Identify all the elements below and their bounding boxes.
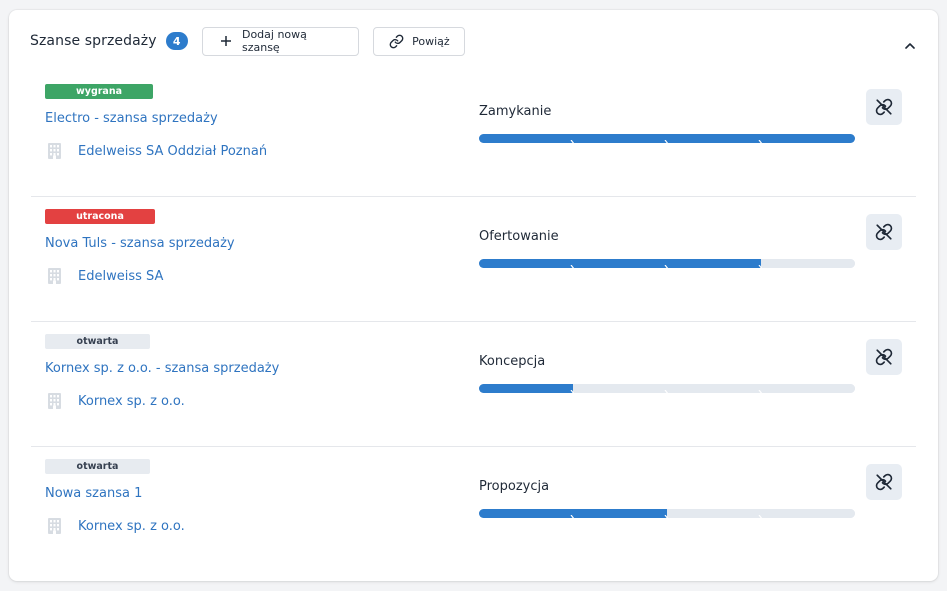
building-icon: [47, 267, 62, 285]
opportunity-name-link[interactable]: Electro - szansa sprzedaży: [45, 111, 218, 126]
opportunity-row: utracona Nova Tuls - szansa sprzedaży Edel…: [31, 197, 916, 322]
status-badge: otwarta: [45, 459, 150, 474]
stage-segment: [479, 259, 575, 268]
unlink-button[interactable]: [866, 339, 902, 375]
stage-segment: [573, 259, 669, 268]
building-icon: [47, 142, 62, 160]
stage-segment: [573, 134, 669, 143]
card-title: Szanse sprzedaży: [30, 33, 157, 49]
company-link[interactable]: Edelweiss SA Oddział Poznań: [47, 142, 267, 160]
company-link[interactable]: Kornex sp. z o.o.: [47, 517, 185, 535]
stage-label: Ofertowanie: [479, 229, 559, 244]
opportunity-name-link[interactable]: Nova Tuls - szansa sprzedaży: [45, 236, 235, 251]
company-link[interactable]: Kornex sp. z o.o.: [47, 392, 185, 410]
company-name: Edelweiss SA: [78, 268, 164, 284]
collapse-button[interactable]: [902, 37, 918, 53]
status-badge: otwarta: [45, 334, 150, 349]
company-link[interactable]: Edelweiss SA: [47, 267, 163, 285]
stage-progress-bar: [479, 134, 855, 143]
stage-progress-bar: [479, 384, 855, 393]
stage-segment: [667, 509, 763, 518]
company-name: Kornex sp. z o.o.: [78, 393, 185, 409]
opportunities-card: Szanse sprzedaży 4 Dodaj nową szansę Pow…: [9, 10, 938, 581]
unlink-icon: [875, 348, 893, 366]
stage-segment: [479, 384, 575, 393]
status-badge: utracona: [45, 209, 155, 224]
stage-segment: [479, 509, 575, 518]
link-icon: [389, 33, 404, 49]
stage-segment: [573, 384, 669, 393]
stage-label: Propozycja: [479, 479, 550, 494]
stage-progress-bar: [479, 509, 855, 518]
building-icon: [47, 392, 62, 410]
link-opportunity-button[interactable]: Powiąż: [372, 26, 465, 56]
stage-segment: [761, 259, 855, 268]
status-badge: wygrana: [45, 84, 153, 99]
link-opportunity-label: Powiąż: [412, 34, 450, 48]
stage-segment: [761, 384, 855, 393]
add-opportunity-button[interactable]: Dodaj nową szansę: [201, 26, 359, 56]
opportunity-row: otwarta Nowa szansa 1 Kornex sp. z o.o. Pro…: [31, 447, 916, 572]
opportunity-row: wygrana Electro - szansa sprzedaży Edelwei…: [31, 72, 916, 197]
stage-segment: [667, 384, 763, 393]
company-name: Edelweiss SA Oddział Poznań: [78, 143, 268, 159]
opportunity-row: otwarta Kornex sp. z o.o. - szansa sprzed…: [31, 322, 916, 447]
unlink-button[interactable]: [866, 464, 902, 500]
card-header: Szanse sprzedaży 4 Dodaj nową szansę Pow…: [9, 10, 938, 72]
stage-segment: [761, 509, 855, 518]
opportunity-name-link[interactable]: Kornex sp. z o.o. - szansa sprzedaży: [45, 361, 280, 376]
count-badge: 4: [165, 32, 188, 50]
plus-icon: [219, 33, 234, 49]
stage-segment: [667, 134, 763, 143]
unlink-icon: [875, 98, 893, 116]
stage-segment: [573, 509, 669, 518]
stage-segment: [761, 134, 855, 143]
building-icon: [47, 517, 62, 535]
stage-segment: [479, 134, 575, 143]
stage-progress-bar: [479, 259, 855, 268]
add-opportunity-label: Dodaj nową szansę: [241, 28, 307, 54]
unlink-button[interactable]: [866, 89, 902, 125]
stage-label: Koncepcja: [479, 354, 546, 369]
stage-label: Zamykanie: [479, 104, 552, 119]
unlink-icon: [875, 223, 893, 241]
unlink-button[interactable]: [866, 214, 902, 250]
opportunity-name-link[interactable]: Nowa szansa 1: [45, 486, 143, 501]
stage-segment: [667, 259, 763, 268]
chevron-up-icon: [905, 42, 915, 49]
company-name: Kornex sp. z o.o.: [78, 518, 185, 534]
unlink-icon: [875, 473, 893, 491]
